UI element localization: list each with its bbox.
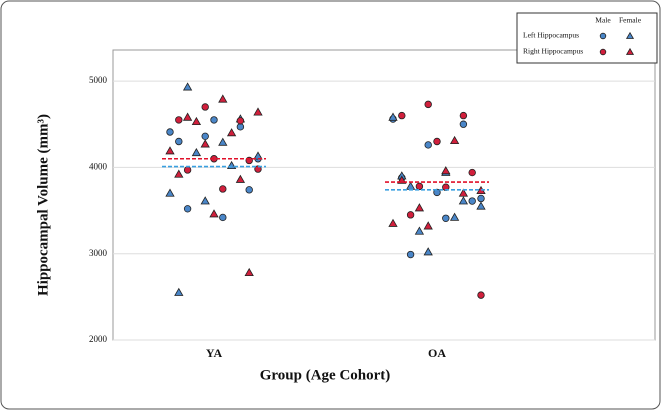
legend-column: Female <box>619 16 642 25</box>
point <box>200 196 210 205</box>
point <box>175 116 183 124</box>
point <box>174 287 184 296</box>
point <box>191 116 202 126</box>
point <box>219 185 227 193</box>
y-tick-label: 4000 <box>89 161 108 171</box>
y-tick-label: 2000 <box>89 334 108 344</box>
point <box>398 111 406 120</box>
point <box>442 214 450 223</box>
point <box>468 197 476 205</box>
point <box>253 107 263 116</box>
point <box>182 112 193 121</box>
y-tick-label: 3000 <box>89 248 108 258</box>
point <box>459 111 468 120</box>
point <box>449 135 460 144</box>
legend-marker <box>599 32 607 40</box>
legend-row: Left Hippocampus <box>523 31 579 40</box>
point <box>433 137 441 146</box>
x-tick-label: YA <box>206 346 223 360</box>
point <box>218 94 228 103</box>
point <box>219 213 227 222</box>
point <box>165 188 175 197</box>
point <box>165 146 175 155</box>
point <box>423 221 433 230</box>
point <box>236 123 245 131</box>
point <box>441 166 451 175</box>
point <box>388 218 398 227</box>
point <box>406 211 415 219</box>
point <box>476 201 486 210</box>
point <box>459 120 468 128</box>
point <box>458 188 469 197</box>
point <box>424 100 432 109</box>
point <box>201 132 209 141</box>
point <box>175 137 183 146</box>
point <box>201 103 209 111</box>
point <box>166 128 174 136</box>
point <box>174 169 184 178</box>
point <box>424 141 432 149</box>
y-axis-label: Hippocampal Volume (mm³) <box>35 114 51 296</box>
point <box>209 209 219 218</box>
x-axis-label: Group (Age Cohort) <box>260 367 391 383</box>
point <box>468 168 476 177</box>
point <box>477 291 485 299</box>
point <box>218 137 228 146</box>
point <box>414 226 425 235</box>
point <box>235 174 246 183</box>
legend-column: Male <box>595 16 611 25</box>
point <box>183 205 192 213</box>
point <box>414 203 425 212</box>
point <box>244 267 254 277</box>
point <box>245 186 253 194</box>
point <box>388 112 398 121</box>
point <box>210 116 218 124</box>
legend-marker <box>599 48 607 56</box>
point <box>182 82 193 91</box>
point <box>191 147 202 157</box>
point <box>458 196 469 205</box>
legend-marker <box>625 47 635 55</box>
y-tick-label: 5000 <box>89 75 108 85</box>
point <box>449 212 460 221</box>
point <box>226 128 237 137</box>
point <box>183 166 192 174</box>
point <box>406 250 415 259</box>
legend-row: Right Hippocampus <box>523 47 583 56</box>
point <box>423 247 433 256</box>
point <box>236 117 245 125</box>
point <box>415 182 424 191</box>
point <box>477 194 485 203</box>
point <box>200 139 210 148</box>
legend-marker <box>625 31 635 39</box>
x-tick-label: OA <box>428 346 446 360</box>
